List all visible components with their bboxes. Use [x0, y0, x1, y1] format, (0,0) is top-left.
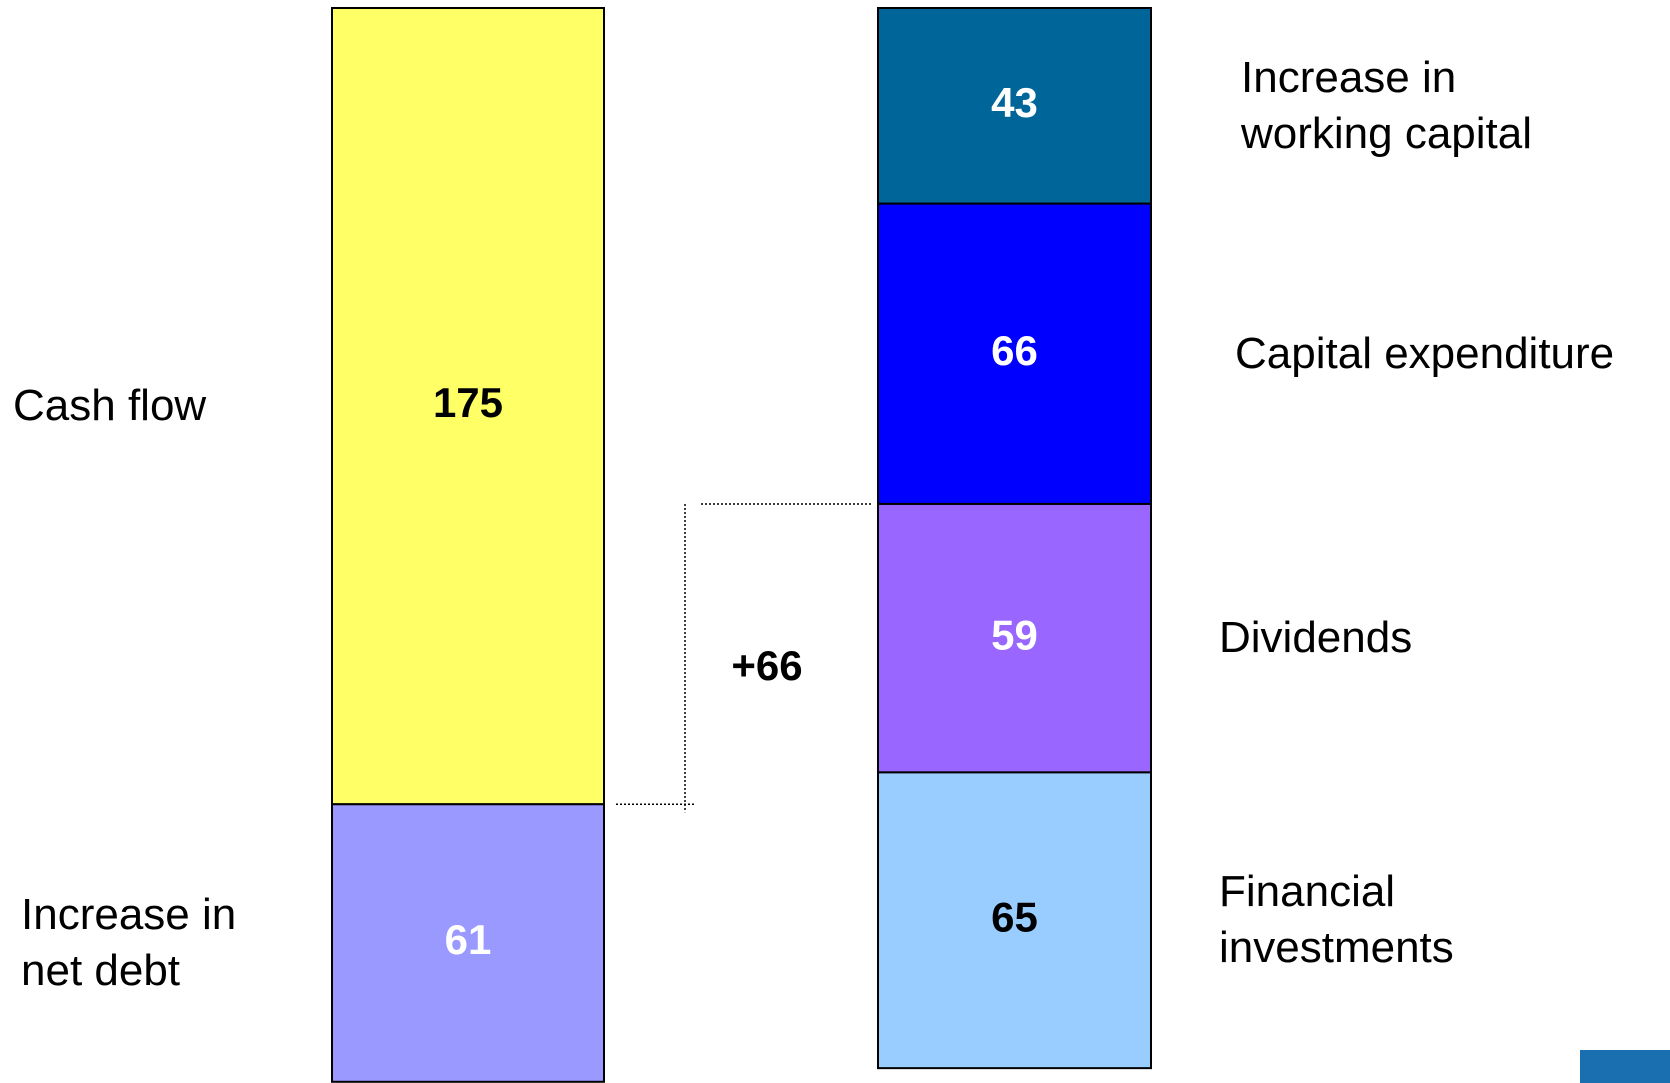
category-label: Dividends [1219, 613, 1413, 663]
value-label: 66 [991, 327, 1038, 374]
value-label: 175 [433, 379, 503, 426]
value-label: 43 [991, 79, 1038, 126]
value-label: 65 [991, 893, 1038, 940]
bar-segment [331, 803, 605, 1083]
annotation: +66 [731, 642, 802, 689]
category-label: Increase in working capital [1241, 52, 1533, 158]
category-label: Financial investments [1219, 867, 1454, 973]
category-label: Capital expenditure [1235, 328, 1615, 378]
logo [1580, 1050, 1670, 1083]
bar-segment [877, 502, 1152, 774]
bar-segment [877, 202, 1152, 505]
category-label: Cash flow [13, 381, 207, 431]
value-label: 61 [445, 916, 492, 963]
bar-segment [877, 771, 1152, 1070]
bar-segment [331, 7, 605, 806]
value-label: 59 [991, 611, 1038, 658]
category-label: Increase in net debt [21, 890, 237, 996]
